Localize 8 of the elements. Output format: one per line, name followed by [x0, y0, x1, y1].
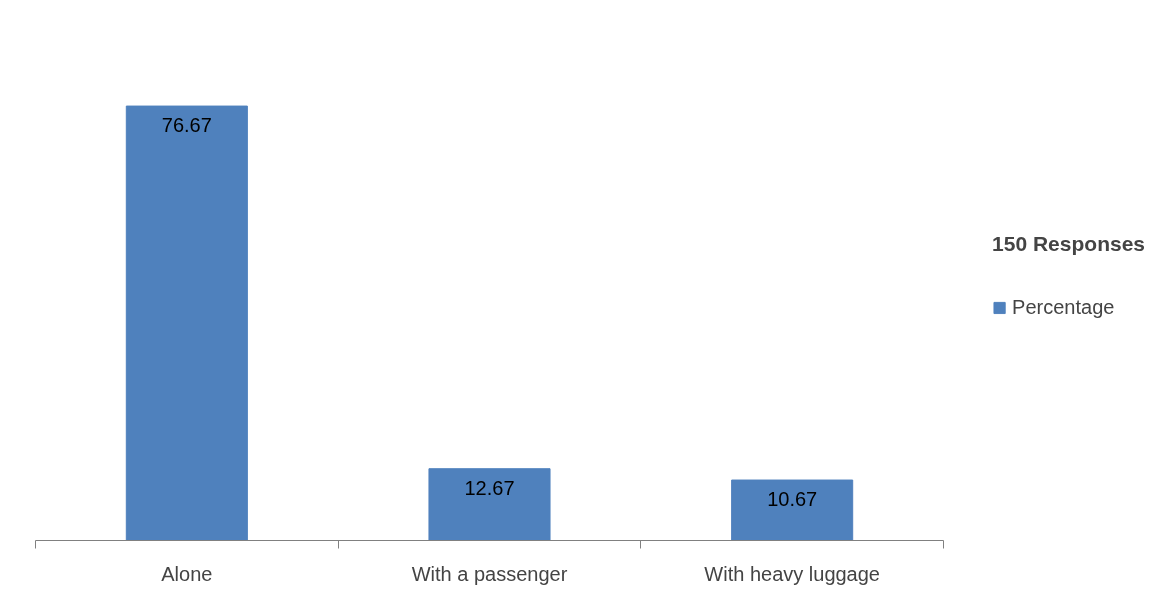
x-tick-label: With a passenger [411, 562, 568, 585]
data-label: 10.67 [767, 488, 818, 511]
x-tick-label: Alone [161, 562, 213, 585]
data-label: 12.67 [464, 476, 515, 499]
data-label: 76.67 [161, 114, 212, 137]
legend-label: Percentage [1012, 295, 1115, 319]
x-tick-label: With heavy luggage [704, 562, 881, 585]
legend-title: 150 Responses [992, 231, 1145, 256]
